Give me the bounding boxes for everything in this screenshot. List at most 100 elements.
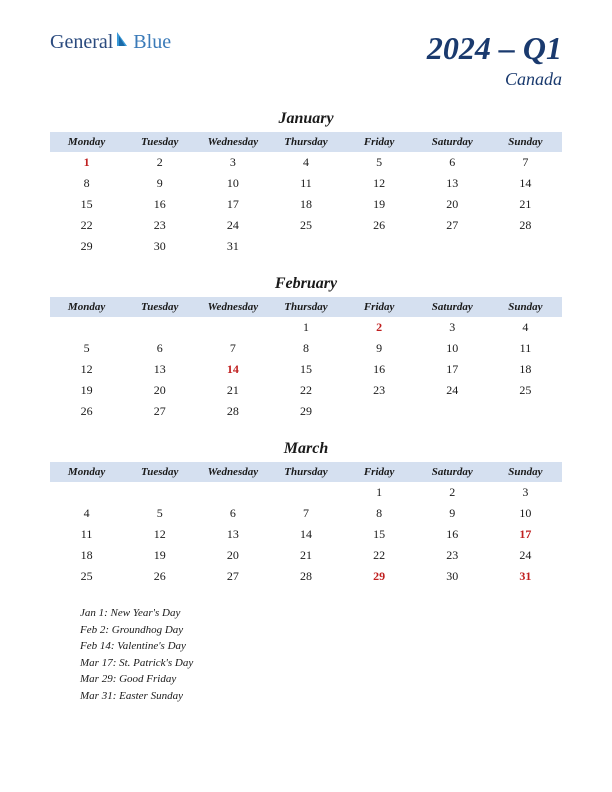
calendar-cell: 24 — [489, 545, 562, 566]
calendar-cell: 10 — [416, 338, 489, 359]
calendar-cell: 8 — [269, 338, 342, 359]
day-header: Friday — [343, 132, 416, 152]
calendar-cell: 24 — [196, 215, 269, 236]
day-header: Monday — [50, 297, 123, 317]
calendar-cell: 2 — [123, 152, 196, 173]
day-header: Thursday — [269, 462, 342, 482]
calendar-cell: 17 — [416, 359, 489, 380]
calendar-cell: 20 — [196, 545, 269, 566]
calendar-row: 293031 — [50, 236, 562, 257]
calendar-table: MondayTuesdayWednesdayThursdayFridaySatu… — [50, 297, 562, 422]
calendar-cell: 19 — [50, 380, 123, 401]
calendar-cell — [196, 482, 269, 503]
calendar-cell: 31 — [196, 236, 269, 257]
calendar-cell: 13 — [196, 524, 269, 545]
calendar-cell: 18 — [489, 359, 562, 380]
calendar-row: 123 — [50, 482, 562, 503]
month-block: February MondayTuesdayWednesdayThursdayFr… — [50, 275, 562, 422]
calendar-cell: 23 — [343, 380, 416, 401]
calendar-cell: 7 — [196, 338, 269, 359]
calendar-row: 12131415161718 — [50, 359, 562, 380]
calendar-cell — [416, 236, 489, 257]
holiday-entry: Mar 29: Good Friday — [80, 671, 562, 688]
calendar-cell: 29 — [269, 401, 342, 422]
calendar-cell: 9 — [343, 338, 416, 359]
calendar-cell: 27 — [123, 401, 196, 422]
calendar-cell: 3 — [489, 482, 562, 503]
calendar-cell — [50, 482, 123, 503]
day-header: Wednesday — [196, 297, 269, 317]
calendar-cell: 3 — [196, 152, 269, 173]
day-header: Wednesday — [196, 462, 269, 482]
day-header: Saturday — [416, 297, 489, 317]
calendar-cell: 2 — [343, 317, 416, 338]
calendar-cell: 6 — [416, 152, 489, 173]
calendar-cell: 28 — [196, 401, 269, 422]
calendar-cell: 23 — [123, 215, 196, 236]
calendar-cell: 27 — [416, 215, 489, 236]
calendar-cell: 29 — [343, 566, 416, 587]
day-header: Thursday — [269, 297, 342, 317]
calendar-cell: 10 — [489, 503, 562, 524]
day-header: Sunday — [489, 132, 562, 152]
calendar-table: MondayTuesdayWednesdayThursdayFridaySatu… — [50, 132, 562, 257]
calendar-cell — [416, 401, 489, 422]
logo-text-2: Blue — [133, 31, 171, 54]
calendar-cell: 19 — [343, 194, 416, 215]
calendar-cell: 7 — [489, 152, 562, 173]
calendar-cell: 15 — [343, 524, 416, 545]
calendar-cell: 22 — [269, 380, 342, 401]
day-header: Sunday — [489, 297, 562, 317]
logo: General Blue — [50, 30, 171, 54]
calendar-row: 15161718192021 — [50, 194, 562, 215]
calendar-cell: 5 — [343, 152, 416, 173]
calendar-cell: 26 — [123, 566, 196, 587]
calendar-cell: 12 — [123, 524, 196, 545]
month-name: March — [50, 440, 562, 458]
calendar-cell: 21 — [269, 545, 342, 566]
calendar-row: 891011121314 — [50, 173, 562, 194]
calendar-cell: 17 — [196, 194, 269, 215]
calendar-cell: 27 — [196, 566, 269, 587]
calendar-cell: 8 — [343, 503, 416, 524]
calendar-cell: 14 — [196, 359, 269, 380]
title-block: 2024 – Q1 Canada — [427, 30, 562, 90]
calendar-cell: 20 — [123, 380, 196, 401]
calendar-cell: 18 — [50, 545, 123, 566]
calendar-cell — [343, 236, 416, 257]
calendar-cell: 14 — [269, 524, 342, 545]
calendar-cell: 16 — [123, 194, 196, 215]
month-block: January MondayTuesdayWednesdayThursdayFri… — [50, 110, 562, 257]
calendar-cell: 20 — [416, 194, 489, 215]
calendar-cell: 5 — [50, 338, 123, 359]
calendar-cell: 31 — [489, 566, 562, 587]
calendar-cell: 28 — [269, 566, 342, 587]
calendar-container: JanuaryMondayTuesdayWednesdayThursdayFri… — [50, 110, 562, 587]
calendar-row: 45678910 — [50, 503, 562, 524]
calendar-cell: 11 — [489, 338, 562, 359]
month-name: January — [50, 110, 562, 128]
calendar-cell: 15 — [50, 194, 123, 215]
calendar-cell: 6 — [123, 338, 196, 359]
calendar-table: MondayTuesdayWednesdayThursdayFridaySatu… — [50, 462, 562, 587]
day-header: Thursday — [269, 132, 342, 152]
calendar-cell: 1 — [343, 482, 416, 503]
calendar-cell: 10 — [196, 173, 269, 194]
calendar-cell: 3 — [416, 317, 489, 338]
calendar-cell: 24 — [416, 380, 489, 401]
calendar-row: 25262728293031 — [50, 566, 562, 587]
day-header: Saturday — [416, 132, 489, 152]
calendar-row: 26272829 — [50, 401, 562, 422]
calendar-cell: 16 — [416, 524, 489, 545]
calendar-row: 19202122232425 — [50, 380, 562, 401]
calendar-cell — [269, 482, 342, 503]
day-header: Friday — [343, 297, 416, 317]
logo-sail-icon — [115, 30, 133, 54]
calendar-cell — [196, 317, 269, 338]
day-header: Tuesday — [123, 462, 196, 482]
calendar-row: 18192021222324 — [50, 545, 562, 566]
month-name: February — [50, 275, 562, 293]
page-subtitle: Canada — [427, 69, 562, 90]
calendar-cell: 30 — [416, 566, 489, 587]
calendar-row: 22232425262728 — [50, 215, 562, 236]
